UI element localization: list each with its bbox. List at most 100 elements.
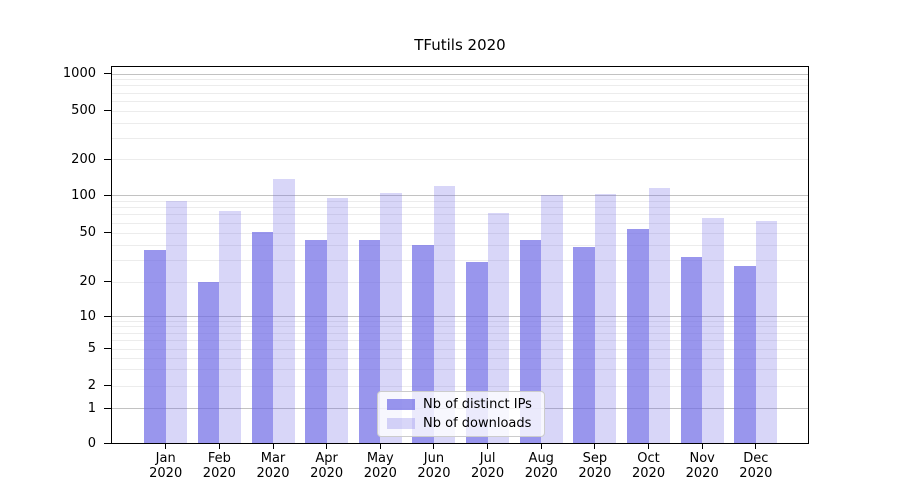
bar-apr-distinct-ips xyxy=(305,239,327,444)
x-tick-label-month: Jun xyxy=(423,451,445,466)
gridline-y-7 xyxy=(111,332,809,334)
bar-may-downloads xyxy=(380,192,402,444)
y-tick-2 xyxy=(104,385,111,387)
x-tick-label-month: May xyxy=(366,451,394,466)
x-tick-mar xyxy=(272,444,274,449)
gridline-y-9 xyxy=(111,320,809,322)
chart-title: TFutils 2020 xyxy=(414,36,506,54)
x-tick-sep xyxy=(594,444,596,449)
x-tick-label-feb: Feb 2020 xyxy=(187,451,251,481)
bar-nov-distinct-ips xyxy=(680,256,703,444)
x-tick-label-month: Dec xyxy=(743,451,769,466)
x-tick-label-aug: Aug 2020 xyxy=(509,451,573,481)
gridline-y-20 xyxy=(111,281,809,283)
gridline-y-200 xyxy=(111,159,809,161)
x-tick-label-month: Oct xyxy=(637,451,660,466)
gridline-y-900 xyxy=(111,79,809,81)
gridline-y-300 xyxy=(111,137,809,139)
x-tick-label-year: 2020 xyxy=(149,466,183,481)
x-tick-feb xyxy=(218,444,220,449)
y-tick-50 xyxy=(104,232,111,234)
x-tick-label-year: 2020 xyxy=(310,466,344,481)
gridline-y-60 xyxy=(111,222,809,224)
gridline-y-400 xyxy=(111,122,809,124)
bar-apr-downloads xyxy=(326,197,349,444)
legend-swatch-downloads xyxy=(387,418,415,429)
x-tick-label-year: 2020 xyxy=(256,466,290,481)
bar-may-distinct-ips xyxy=(358,239,381,444)
y-tick-label-10: 10 xyxy=(79,308,96,324)
gridline-y-80 xyxy=(111,207,809,209)
x-tick-label-month: Nov xyxy=(689,451,715,466)
y-tick-label-0: 0 xyxy=(87,436,96,451)
x-tick-label-month: Mar xyxy=(260,451,286,466)
y-tick-label-20: 20 xyxy=(79,274,96,290)
gridline-y-700 xyxy=(111,92,809,94)
x-tick-label-year: 2020 xyxy=(632,466,666,481)
x-tick-label-sep: Sep 2020 xyxy=(563,451,627,481)
x-tick-label-month: Feb xyxy=(207,451,231,466)
x-tick-label-mar: Mar 2020 xyxy=(241,451,305,481)
gridline-y-5 xyxy=(111,348,809,350)
y-tick-label-200: 200 xyxy=(71,151,96,167)
gridline-y-2 xyxy=(111,385,809,387)
bar-nov-downloads xyxy=(702,217,724,444)
bar-feb-downloads xyxy=(219,210,241,444)
bar-jun-downloads xyxy=(433,186,456,444)
x-tick-label-apr: Apr 2020 xyxy=(295,451,359,481)
x-tick-label-month: Aug xyxy=(528,451,554,466)
bar-jan-distinct-ips xyxy=(144,250,166,444)
gridline-y-4 xyxy=(111,357,809,359)
x-tick-label-jun: Jun 2020 xyxy=(402,451,466,481)
y-tick-label-100: 100 xyxy=(71,187,96,203)
x-tick-label-year: 2020 xyxy=(578,466,612,481)
bar-jul-downloads xyxy=(487,212,510,444)
y-tick-200 xyxy=(104,158,111,160)
gridline-y-90 xyxy=(111,200,809,202)
gridline-y-40 xyxy=(111,244,809,246)
bar-jan-downloads xyxy=(165,200,188,444)
gridline-y-800 xyxy=(111,85,809,87)
x-tick-label-oct: Oct 2020 xyxy=(617,451,681,481)
x-tick-label-dec: Dec 2020 xyxy=(724,451,788,481)
bar-oct-downloads xyxy=(648,188,671,444)
gridline-y-100 xyxy=(111,195,809,196)
gridline-y-600 xyxy=(111,100,809,102)
gridline-y-500 xyxy=(111,110,809,112)
x-tick-label-jul: Jul 2020 xyxy=(456,451,520,481)
x-tick-label-year: 2020 xyxy=(417,466,451,481)
x-tick-may xyxy=(379,444,381,449)
legend-label-distinct-ips: Nb of distinct IPs xyxy=(423,396,532,412)
bar-sep-distinct-ips xyxy=(573,247,595,444)
legend-label-downloads: Nb of downloads xyxy=(423,415,532,431)
x-tick-label-jan: Jan 2020 xyxy=(134,451,198,481)
y-tick-label-1000: 1000 xyxy=(62,66,96,81)
bar-aug-downloads xyxy=(541,195,563,444)
x-tick-label-year: 2020 xyxy=(202,466,236,481)
y-tick-0 xyxy=(104,443,111,444)
gridline-y-1000 xyxy=(111,73,809,75)
x-tick-label-month: Jul xyxy=(479,451,496,466)
y-tick-20 xyxy=(104,281,111,283)
y-tick-1 xyxy=(104,407,111,409)
bars-layer xyxy=(111,66,809,444)
y-tick-100 xyxy=(104,194,111,196)
legend-swatch-distinct-ips xyxy=(387,399,415,410)
y-tick-500 xyxy=(104,110,111,112)
bar-sep-downloads xyxy=(594,194,617,444)
y-tick-label-2: 2 xyxy=(87,378,96,394)
y-tick-1000 xyxy=(104,73,111,74)
legend-item-downloads: Nb of downloads xyxy=(387,416,535,432)
gridline-y-50 xyxy=(111,232,809,234)
x-tick-jul xyxy=(487,444,489,449)
bar-dec-distinct-ips xyxy=(734,265,756,444)
x-tick-jun xyxy=(433,444,435,449)
x-tick-aug xyxy=(540,444,542,449)
x-tick-oct xyxy=(648,444,650,449)
x-tick-jan xyxy=(165,444,167,449)
gridline-y-10 xyxy=(111,316,809,317)
y-tick-label-1: 1 xyxy=(87,400,96,416)
x-tick-label-year: 2020 xyxy=(471,466,505,481)
x-tick-label-nov: Nov 2020 xyxy=(670,451,734,481)
y-tick-5 xyxy=(104,348,111,349)
